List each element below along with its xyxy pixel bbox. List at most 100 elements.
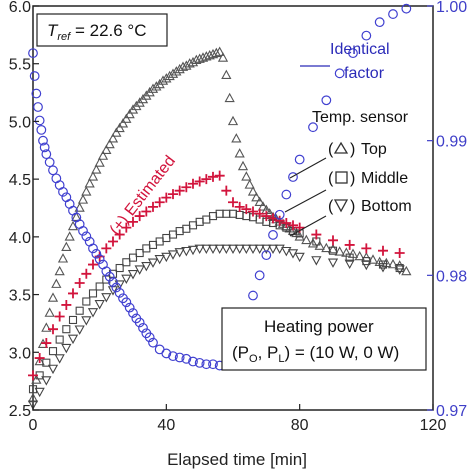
point-plus-23 — [181, 182, 192, 193]
point-plus-16 — [134, 211, 145, 222]
point-triangle-down-24 — [187, 245, 199, 256]
point-plus-4 — [54, 311, 65, 322]
x-tick-label-2: 80 — [291, 417, 309, 434]
point-plus-46 — [394, 248, 405, 259]
point-plus-34 — [254, 208, 265, 219]
point-triangle-up-29 — [124, 108, 135, 119]
point-triangle-down-25 — [194, 244, 205, 255]
point-circle-47 — [194, 357, 205, 368]
point-triangle-down-28 — [214, 244, 225, 255]
x-tick-label-0: 0 — [29, 417, 38, 434]
legend-middle-label: Middle — [361, 170, 408, 187]
point-square-29 — [222, 209, 231, 218]
point-plus-31 — [234, 201, 245, 212]
point-triangle-up-39 — [157, 75, 169, 85]
point-triangle-down-30 — [227, 244, 239, 255]
point-plus-12 — [108, 236, 118, 247]
point-triangle-up-67 — [251, 191, 262, 202]
point-plus-44 — [361, 243, 372, 254]
point-square-20 — [162, 233, 171, 243]
point-circle-23 — [91, 248, 102, 259]
point-triangle-up-65 — [244, 179, 255, 189]
point-triangle-down-8 — [81, 316, 92, 326]
point-triangle-up-86 — [334, 246, 345, 256]
point-circle-61 — [288, 172, 298, 182]
point-square-18 — [148, 240, 158, 249]
point-plus-28 — [214, 170, 225, 181]
point-plus-5 — [61, 299, 72, 310]
point-triangle-down-42 — [327, 258, 339, 268]
point-triangle-down-29 — [221, 244, 232, 255]
point-triangle-down-13 — [114, 280, 125, 290]
point-circle-33 — [124, 302, 135, 313]
point-plus-7 — [74, 278, 85, 289]
point-triangle-down-1 — [34, 387, 45, 398]
y-right-tick-label-2: 0.99 — [436, 134, 467, 151]
point-square-7 — [75, 306, 84, 315]
point-circle-0 — [28, 48, 38, 59]
point-triangle-down-34 — [254, 244, 265, 255]
point-triangle-up-37 — [151, 81, 162, 91]
point-circle-62 — [294, 154, 305, 165]
point-triangle-down-46 — [394, 265, 405, 275]
point-plus-39 — [288, 220, 298, 231]
point-triangle-up-94 — [387, 258, 399, 269]
y-left-tick-label-1: 3.0 — [9, 345, 31, 362]
point-triangle-up-8 — [54, 265, 65, 276]
point-circle-9 — [44, 157, 55, 168]
y-left-tick-label-6: 5.5 — [9, 57, 31, 74]
legend-top-icon — [333, 141, 349, 154]
point-triangle-down-36 — [267, 244, 279, 255]
point-plus-17 — [141, 206, 152, 217]
point-triangle-down-20 — [161, 252, 172, 263]
point-triangle-up-6 — [47, 292, 59, 302]
point-square-8 — [82, 297, 91, 306]
point-plus-43 — [344, 239, 355, 250]
y-left-tick-label-0: 2.5 — [9, 403, 31, 420]
point-square-31 — [235, 210, 244, 219]
point-triangle-down-16 — [134, 265, 145, 275]
point-circle-42 — [161, 348, 172, 359]
point-triangle-up-84 — [321, 242, 332, 253]
point-square-30 — [228, 209, 238, 218]
point-triangle-down-27 — [207, 244, 219, 255]
point-square-9 — [88, 289, 98, 298]
legend-bottom-paren-l: ( — [328, 198, 334, 215]
point-triangle-up-43 — [171, 66, 182, 76]
point-triangle-up-69 — [257, 201, 269, 211]
point-circle-29 — [111, 282, 122, 293]
point-circle-43 — [168, 351, 178, 362]
point-circle-20 — [81, 231, 92, 242]
point-triangle-down-44 — [361, 260, 372, 271]
point-triangle-down-43 — [344, 259, 355, 270]
point-plus-1 — [34, 353, 45, 364]
point-plus-25 — [194, 176, 205, 187]
point-circle-28 — [108, 277, 118, 287]
point-plus-36 — [268, 213, 278, 224]
identical-factor-line1: Identical — [330, 41, 390, 58]
legend-top: ( ) Top — [289, 141, 387, 179]
point-square-15 — [128, 253, 138, 262]
point-circle-39 — [144, 332, 155, 343]
point-circle-59 — [274, 209, 285, 220]
point-triangle-up-9 — [57, 253, 69, 263]
heating-power-title: Heating power — [264, 317, 374, 336]
heating-power-value: (PO, PL) = (10 W, 0 W) — [232, 343, 399, 365]
point-triangle-up-15 — [77, 194, 89, 204]
point-plus-19 — [154, 197, 165, 208]
y-left-tick-label-5: 5.0 — [9, 114, 31, 131]
legend-title: Temp. sensor — [312, 109, 409, 126]
point-triangle-up-5 — [44, 307, 55, 317]
point-circle-26 — [101, 266, 112, 277]
point-circle-6 — [38, 135, 48, 146]
point-triangle-up-36 — [147, 83, 159, 93]
point-plus-20 — [161, 192, 172, 203]
point-circle-64 — [321, 95, 332, 106]
point-square-6 — [68, 315, 78, 325]
point-plus-15 — [128, 216, 138, 227]
point-circle-67 — [361, 30, 372, 41]
point-triangle-down-2 — [41, 376, 52, 386]
legend-top-paren-r: ) — [350, 141, 355, 158]
point-triangle-up-21 — [97, 150, 109, 160]
